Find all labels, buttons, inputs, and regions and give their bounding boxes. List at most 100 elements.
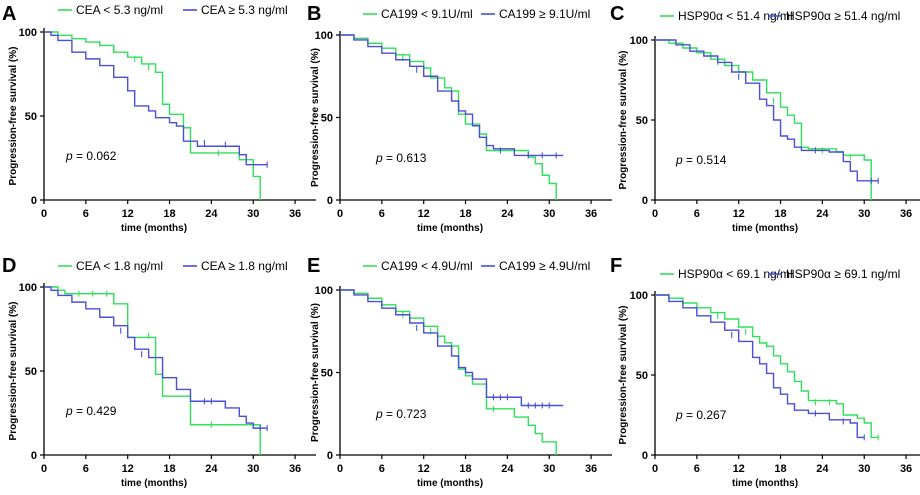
p-value-e: p = 0.723 [375, 407, 427, 421]
legend-label-b-2: CA199 ≥ 9.1U/ml [499, 7, 590, 21]
x-axis-title-b: time (months) [417, 223, 483, 234]
p-value-d: p = 0.429 [65, 404, 117, 418]
series-line-c-2 [655, 39, 879, 182]
y-tick-label-d-0: 0 [31, 450, 37, 462]
x-tick-label-a-6: 6 [83, 208, 89, 220]
y-axis-title-a: Progression-free survival (%) [8, 47, 19, 186]
x-tick-label-e-0: 0 [337, 463, 343, 475]
legend-label-a-2: CEA ≥ 5.3 ng/ml [201, 3, 288, 17]
x-tick-label-c-12: 12 [733, 208, 745, 220]
panel-letter-b: B [307, 3, 321, 25]
series-line-b-1 [340, 34, 557, 200]
panel-letter-e: E [307, 255, 320, 277]
y-tick-label-c-50: 50 [636, 115, 648, 127]
series-line-e-1 [340, 289, 557, 455]
x-axis-title-a: time (months) [121, 223, 187, 234]
p-symbol-c: p [675, 153, 683, 167]
y-tick-label-a-50: 50 [25, 111, 37, 123]
y-axis-title-c: Progression-free survival (%) [618, 51, 629, 190]
legend-label-c-1: HSP90α < 51.4 ng/ml [678, 9, 793, 23]
x-tick-label-b-18: 18 [459, 208, 471, 220]
p-value-text-c: = 0.514 [683, 153, 727, 167]
y-tick-label-f-0: 0 [642, 450, 648, 462]
series-line-d-1 [44, 286, 261, 455]
series-line-d-2 [44, 286, 268, 429]
legend-label-d-2: CEA ≥ 1.8 ng/ml [201, 259, 288, 273]
y-tick-label-e-50: 50 [321, 368, 333, 380]
x-tick-label-d-24: 24 [205, 463, 218, 475]
legend-label-a-1: CEA < 5.3 ng/ml [76, 3, 163, 17]
p-symbol-f: p [675, 408, 683, 422]
x-tick-label-a-24: 24 [205, 208, 218, 220]
y-tick-label-d-50: 50 [25, 366, 37, 378]
x-tick-label-c-0: 0 [652, 208, 658, 220]
x-tick-label-c-36: 36 [900, 208, 912, 220]
x-axis-title-c: time (months) [732, 223, 798, 234]
y-axis-title-e: Progression-free survival (%) [310, 303, 321, 442]
y-tick-label-c-0: 0 [642, 195, 648, 207]
series-line-b-2 [340, 34, 564, 157]
series-line-c-1 [655, 39, 872, 200]
x-tick-label-e-30: 30 [543, 463, 555, 475]
p-symbol-e: p [375, 407, 383, 421]
p-symbol-d: p [65, 404, 73, 418]
x-tick-label-f-0: 0 [652, 463, 658, 475]
panel-b: B CA199 < 9.1U/ml CA199 ≥ 9.1U/ml 0 6 12 18 24 3… [307, 3, 612, 234]
legend-label-f-1: HSP90α < 69.1 ng/ml [678, 267, 793, 281]
p-value-text-e: = 0.723 [383, 407, 427, 421]
x-axis-title-d: time (months) [121, 478, 187, 489]
y-tick-label-a-0: 0 [31, 195, 37, 207]
y-axis-title-b: Progression-free survival (%) [310, 48, 321, 187]
series-line-f-1 [655, 294, 879, 439]
x-tick-label-b-36: 36 [585, 208, 597, 220]
legend-label-f-2: HSP90α ≥ 69.1 ng/ml [786, 267, 900, 281]
y-tick-label-a-100: 100 [19, 27, 37, 39]
x-tick-label-c-18: 18 [774, 208, 786, 220]
series-line-a-2 [44, 31, 268, 166]
panel-e: E CA199 < 4.9U/ml CA199 ≥ 4.9U/ml 0 6 12 18 24 3… [307, 255, 612, 489]
x-tick-label-b-24: 24 [501, 208, 514, 220]
p-value-text-b: = 0.613 [383, 151, 427, 165]
p-value-a: p = 0.062 [65, 149, 117, 163]
x-tick-label-c-24: 24 [816, 208, 829, 220]
x-tick-label-e-6: 6 [379, 463, 385, 475]
panel-d: D CEA < 1.8 ng/ml CEA ≥ 1.8 ng/ml 0 6 12 18 24 3… [2, 255, 316, 489]
x-tick-label-f-12: 12 [733, 463, 745, 475]
panel-letter-d: D [2, 255, 16, 277]
y-tick-label-c-100: 100 [630, 35, 648, 47]
series-line-e-2 [340, 289, 564, 407]
legend-label-c-2: HSP90α ≥ 51.4 ng/ml [786, 9, 900, 23]
p-value-text-d: = 0.429 [73, 404, 117, 418]
x-tick-label-a-18: 18 [163, 208, 175, 220]
x-axis-title-f: time (months) [732, 478, 798, 489]
p-value-f: p = 0.267 [675, 408, 727, 422]
legend-label-e-2: CA199 ≥ 4.9U/ml [499, 259, 590, 273]
x-tick-label-f-36: 36 [900, 463, 912, 475]
x-axis-title-e: time (months) [417, 478, 483, 489]
x-tick-label-b-30: 30 [543, 208, 555, 220]
y-tick-label-d-100: 100 [19, 282, 37, 294]
y-axis-title-f: Progression-free survival (%) [618, 306, 629, 445]
x-tick-label-a-12: 12 [122, 208, 134, 220]
legend-label-b-1: CA199 < 9.1U/ml [381, 7, 473, 21]
x-tick-label-e-18: 18 [459, 463, 471, 475]
p-value-text-f: = 0.267 [683, 408, 727, 422]
x-tick-label-d-6: 6 [83, 463, 89, 475]
x-tick-label-c-6: 6 [694, 208, 700, 220]
x-tick-label-a-0: 0 [41, 208, 47, 220]
y-tick-label-e-100: 100 [315, 285, 333, 297]
p-value-b: p = 0.613 [375, 151, 427, 165]
legend-label-e-1: CA199 < 4.9U/ml [381, 259, 473, 273]
panel-letter-f: F [610, 255, 622, 277]
y-tick-label-e-0: 0 [327, 450, 333, 462]
panel-a: A CEA < 5.3 ng/ml CEA ≥ 5.3 ng/ml 0 6 12 18 24 3… [2, 3, 316, 234]
series-line-a-1 [44, 31, 261, 200]
x-tick-label-f-24: 24 [816, 463, 829, 475]
p-value-text-a: = 0.062 [73, 149, 117, 163]
y-tick-label-f-100: 100 [630, 290, 648, 302]
x-tick-label-b-6: 6 [379, 208, 385, 220]
x-tick-label-d-12: 12 [122, 463, 134, 475]
x-tick-label-d-30: 30 [247, 463, 259, 475]
